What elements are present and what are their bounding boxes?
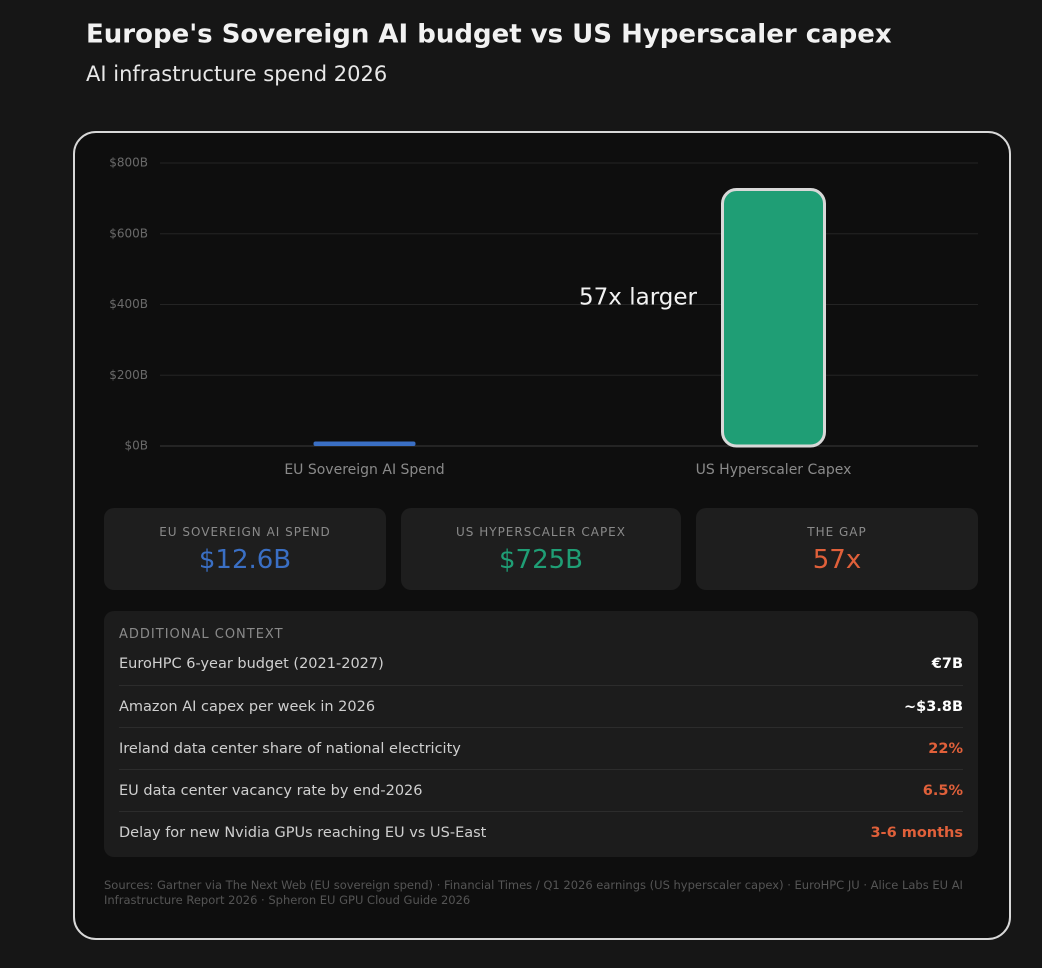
row-label: EuroHPC 6-year budget (2021-2027) (119, 656, 384, 672)
row-value: ~$3.8B (904, 699, 963, 715)
chart-subtitle: AI infrastructure spend 2026 (86, 62, 387, 86)
row-label: Delay for new Nvidia GPUs reaching EU vs… (119, 825, 487, 841)
x-tick-label: EU Sovereign AI Spend (284, 462, 444, 478)
y-tick-label: $400B (109, 297, 148, 311)
row-value: €7B (931, 656, 963, 672)
context-row: EU data center vacancy rate by end-2026 6… (119, 769, 963, 812)
context-box: ADDITIONAL CONTEXT EuroHPC 6-year budget … (104, 611, 978, 857)
stat-label: EU SOVEREIGN AI SPEND (159, 525, 331, 539)
y-tick-label: $0B (124, 439, 148, 453)
context-row: EuroHPC 6-year budget (2021-2027) €7B (119, 643, 963, 685)
stat-card: THE GAP 57x (696, 508, 978, 590)
context-row: Amazon AI capex per week in 2026 ~$3.8B (119, 685, 963, 728)
bar (313, 441, 416, 446)
sources: Sources: Gartner via The Next Web (EU so… (104, 878, 963, 907)
y-tick-label: $200B (109, 368, 148, 382)
row-label: EU data center vacancy rate by end-2026 (119, 783, 423, 799)
row-value: 6.5% (922, 783, 963, 799)
bar (721, 188, 826, 448)
y-tick-label: $600B (109, 226, 148, 240)
row-value: 3-6 months (870, 825, 963, 841)
stat-label: US HYPERSCALER CAPEX (456, 525, 626, 539)
x-tick-label: US Hyperscaler Capex (696, 462, 852, 478)
stat-label: THE GAP (807, 525, 867, 539)
y-tick-label: $800B (109, 156, 148, 170)
context-row: Delay for new Nvidia GPUs reaching EU vs… (119, 811, 963, 854)
stat-value: $725B (498, 545, 583, 575)
stat-card: US HYPERSCALER CAPEX $725B (401, 508, 681, 590)
context-title: ADDITIONAL CONTEXT (119, 627, 284, 642)
stat-value: 57x (812, 545, 862, 575)
stat-card: EU SOVEREIGN AI SPEND $12.6B (104, 508, 386, 590)
chart-title: Europe's Sovereign AI budget vs US Hyper… (86, 20, 892, 50)
context-row: Ireland data center share of national el… (119, 727, 963, 770)
row-label: Amazon AI capex per week in 2026 (119, 699, 376, 715)
row-value: 22% (928, 741, 963, 757)
annotation: 57x larger (579, 285, 697, 311)
row-label: Ireland data center share of national el… (119, 741, 461, 757)
stat-value: $12.6B (198, 545, 292, 575)
